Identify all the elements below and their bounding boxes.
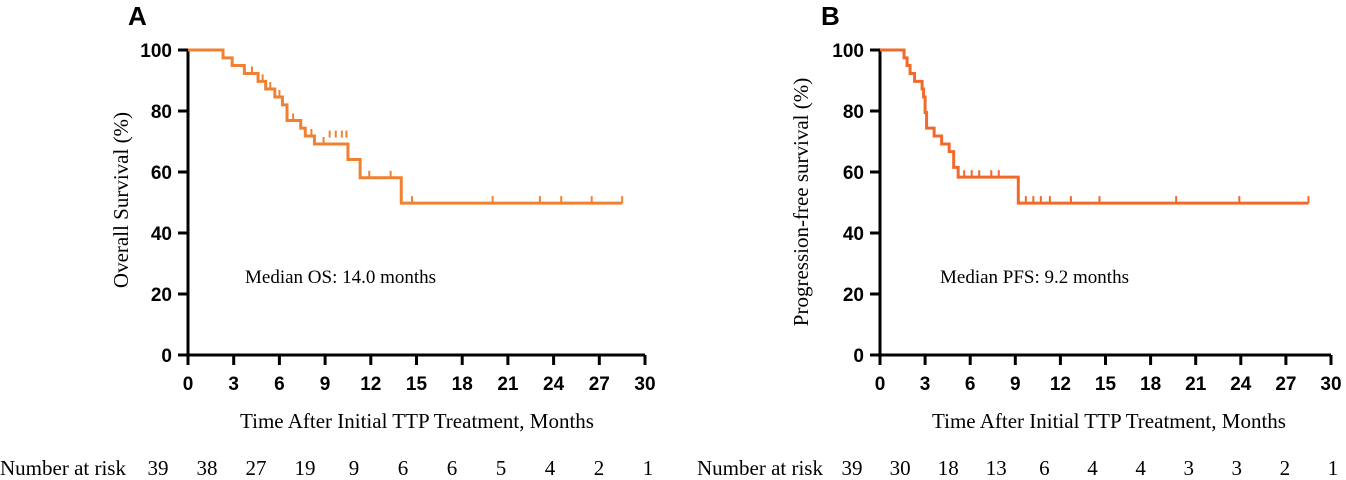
risk-value-b: 4 [1087,456,1098,480]
risk-table-a: 39 38 27 19 9 6 6 5 4 2 1 [148,456,654,480]
risk-value-a: 38 [197,456,218,480]
axes-b: 0 20 40 60 80 100 0 3 6 9 12 15 18 21 24 27 30 [832,41,1341,395]
x-tick-label-b: 12 [1050,374,1071,395]
axes-a: 0 20 40 60 80 100 0 3 6 9 12 15 18 21 24 27 30 [140,41,655,395]
risk-value-a: 6 [447,456,458,480]
median-pfs-annotation: Median PFS: 9.2 months [940,267,1129,288]
y-tick-label-a: 100 [140,41,172,62]
x-tick-label-a: 6 [274,374,285,395]
x-tick-label-b: 18 [1140,374,1161,395]
x-tick-label-b: 24 [1230,374,1252,395]
y-tick-label-a: 40 [151,224,172,245]
risk-value-a: 1 [643,456,654,480]
y-tick-label-b: 40 [843,224,864,245]
risk-value-a: 4 [545,456,556,480]
y-tick-label-b: 20 [843,285,864,306]
survival-curve-b [880,48,1309,205]
x-tick-label-b: 6 [965,374,976,395]
x-axis-label-a: Time After Initial TTP Treatment, Months [240,409,594,433]
risk-value-a: 19 [295,456,316,480]
x-tick-label-a: 0 [183,374,194,395]
median-os-annotation: Median OS: 14.0 months [245,267,436,288]
panel-label-b: B [821,1,840,31]
plot-area-a [188,48,624,205]
risk-value-a: 39 [148,456,169,480]
x-tick-label-b: 9 [1010,374,1021,395]
plot-area-b [880,48,1310,205]
y-tick-label-b: 0 [853,346,864,367]
y-tick-label-b: 80 [843,102,864,123]
y-axis-label-a: Overall Survival (%) [109,112,133,288]
x-tick-label-b: 21 [1185,374,1207,395]
risk-value-b: 18 [938,456,959,480]
risk-table-label-a: Number at risk [0,456,126,480]
risk-value-b: 1 [1328,456,1339,480]
x-tick-label-a: 12 [360,374,381,395]
x-tick-label-b: 0 [875,374,886,395]
risk-value-b: 13 [986,456,1007,480]
risk-value-b: 6 [1039,456,1050,480]
y-axis-label-b: Progression-free survival (%) [789,78,813,326]
panel-b-progression-free-survival: B Progression-free survival (%) Time Aft… [697,1,1342,480]
x-axis-label-b: Time After Initial TTP Treatment, Months [932,409,1286,433]
x-tick-label-a: 15 [406,374,428,395]
x-tick-label-b: 3 [920,374,931,395]
x-tick-label-a: 27 [589,374,610,395]
x-tick-label-a: 9 [320,374,331,395]
risk-value-b: 3 [1183,456,1194,480]
panel-label-a: A [128,1,147,31]
x-tick-label-a: 30 [634,374,655,395]
x-tick-label-b: 30 [1320,374,1341,395]
y-tick-label-a: 60 [151,163,172,184]
y-tick-label-b: 100 [832,41,864,62]
risk-value-a: 9 [349,456,360,480]
risk-value-b: 30 [890,456,911,480]
risk-value-a: 6 [398,456,409,480]
x-tick-label-b: 15 [1095,374,1117,395]
panel-a-overall-survival: A Overall Survival (%) Time After Initia… [0,1,656,480]
risk-value-b: 39 [842,456,863,480]
y-tick-label-a: 80 [151,102,172,123]
y-tick-label-b: 60 [843,163,864,184]
risk-value-b: 4 [1135,456,1146,480]
risk-value-a: 5 [496,456,507,480]
x-tick-label-b: 27 [1275,374,1296,395]
x-tick-label-a: 3 [228,374,239,395]
y-tick-label-a: 20 [151,285,172,306]
survival-curve-a [188,48,623,205]
risk-value-a: 27 [246,456,267,480]
risk-value-a: 2 [594,456,605,480]
x-tick-label-a: 18 [452,374,473,395]
x-tick-label-a: 24 [543,374,565,395]
risk-value-b: 3 [1232,456,1243,480]
x-tick-label-a: 21 [497,374,519,395]
risk-table-label-b: Number at risk [697,456,823,480]
y-tick-label-a: 0 [161,346,172,367]
risk-value-b: 2 [1280,456,1291,480]
risk-table-b: 39 30 18 13 6 4 4 3 3 2 1 [842,456,1339,480]
